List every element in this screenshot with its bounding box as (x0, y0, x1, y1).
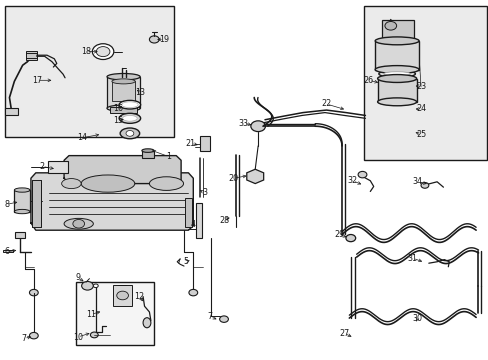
Ellipse shape (107, 105, 140, 112)
Ellipse shape (377, 98, 416, 106)
Text: 8: 8 (4, 200, 9, 209)
Text: 12: 12 (134, 292, 144, 301)
Circle shape (188, 289, 197, 296)
Circle shape (384, 22, 396, 30)
Text: 9: 9 (75, 273, 80, 282)
Text: 4: 4 (190, 220, 195, 229)
Ellipse shape (119, 100, 141, 109)
Circle shape (81, 282, 93, 290)
Bar (14, 190, 30, 212)
Bar (4, 108, 18, 115)
Bar (142, 150, 154, 158)
Text: 14: 14 (78, 133, 87, 142)
Polygon shape (64, 156, 181, 184)
Bar (112, 81, 135, 101)
Text: 16: 16 (113, 104, 122, 113)
Bar (3, 249, 13, 252)
Text: 32: 32 (347, 176, 357, 185)
Ellipse shape (120, 128, 140, 139)
Circle shape (29, 289, 38, 296)
Bar (377, 78, 416, 102)
Ellipse shape (377, 75, 416, 82)
Ellipse shape (374, 66, 418, 73)
Ellipse shape (112, 79, 135, 84)
Bar (15, 231, 25, 238)
Text: 15: 15 (112, 116, 122, 125)
Polygon shape (31, 173, 193, 230)
Circle shape (250, 121, 265, 132)
Bar (199, 136, 210, 150)
Text: 11: 11 (86, 310, 96, 319)
Bar (363, 6, 487, 160)
Text: 21: 21 (185, 139, 196, 148)
Circle shape (420, 183, 428, 188)
Text: 34: 34 (412, 177, 422, 186)
Bar (195, 203, 201, 238)
Circle shape (345, 234, 355, 242)
Text: 23: 23 (415, 82, 425, 91)
Text: 33: 33 (238, 119, 248, 128)
Text: 7: 7 (21, 334, 27, 343)
Text: 6: 6 (4, 247, 9, 256)
Text: 3: 3 (202, 188, 206, 197)
Text: 22: 22 (321, 99, 331, 108)
Text: 31: 31 (407, 254, 417, 263)
Text: 1: 1 (166, 152, 171, 161)
Ellipse shape (14, 210, 30, 214)
Ellipse shape (122, 116, 137, 121)
Bar (48, 161, 68, 173)
Bar (374, 41, 418, 69)
Circle shape (126, 131, 134, 136)
Circle shape (73, 220, 84, 228)
Text: 17: 17 (32, 76, 42, 85)
Bar (4, 6, 173, 137)
Bar (381, 20, 413, 40)
Circle shape (90, 332, 98, 338)
Circle shape (149, 36, 159, 43)
Text: 30: 30 (412, 314, 422, 323)
Bar (32, 180, 41, 226)
Ellipse shape (383, 72, 410, 76)
Ellipse shape (142, 149, 154, 152)
Ellipse shape (143, 318, 151, 328)
Circle shape (92, 44, 114, 59)
Circle shape (117, 291, 128, 300)
Ellipse shape (374, 37, 418, 45)
Circle shape (357, 171, 366, 178)
Ellipse shape (81, 175, 135, 192)
Ellipse shape (149, 177, 183, 190)
Bar (76, 282, 154, 345)
Text: 27: 27 (339, 329, 349, 338)
Bar (113, 285, 132, 306)
Ellipse shape (61, 179, 81, 189)
Bar (26, 51, 37, 60)
Text: 7: 7 (207, 312, 212, 321)
Bar (184, 198, 192, 226)
Text: 19: 19 (159, 35, 169, 44)
Text: 2: 2 (40, 162, 44, 171)
Text: 26: 26 (363, 76, 373, 85)
Text: 25: 25 (415, 130, 425, 139)
Circle shape (219, 316, 228, 322)
Text: 10: 10 (73, 333, 82, 342)
Bar (107, 77, 140, 108)
Ellipse shape (14, 188, 30, 192)
Ellipse shape (64, 219, 93, 229)
Ellipse shape (378, 70, 415, 77)
Ellipse shape (119, 113, 141, 123)
Ellipse shape (122, 102, 138, 108)
Bar (110, 107, 137, 113)
Text: 29: 29 (334, 230, 344, 239)
Circle shape (96, 46, 110, 57)
Text: 24: 24 (415, 104, 425, 113)
Text: 20: 20 (228, 174, 238, 183)
Circle shape (93, 284, 98, 288)
Ellipse shape (107, 73, 140, 80)
Text: 5: 5 (183, 257, 188, 266)
Text: 13: 13 (134, 87, 144, 96)
Text: 18: 18 (81, 47, 91, 56)
Text: 28: 28 (219, 216, 228, 225)
Circle shape (29, 332, 38, 339)
